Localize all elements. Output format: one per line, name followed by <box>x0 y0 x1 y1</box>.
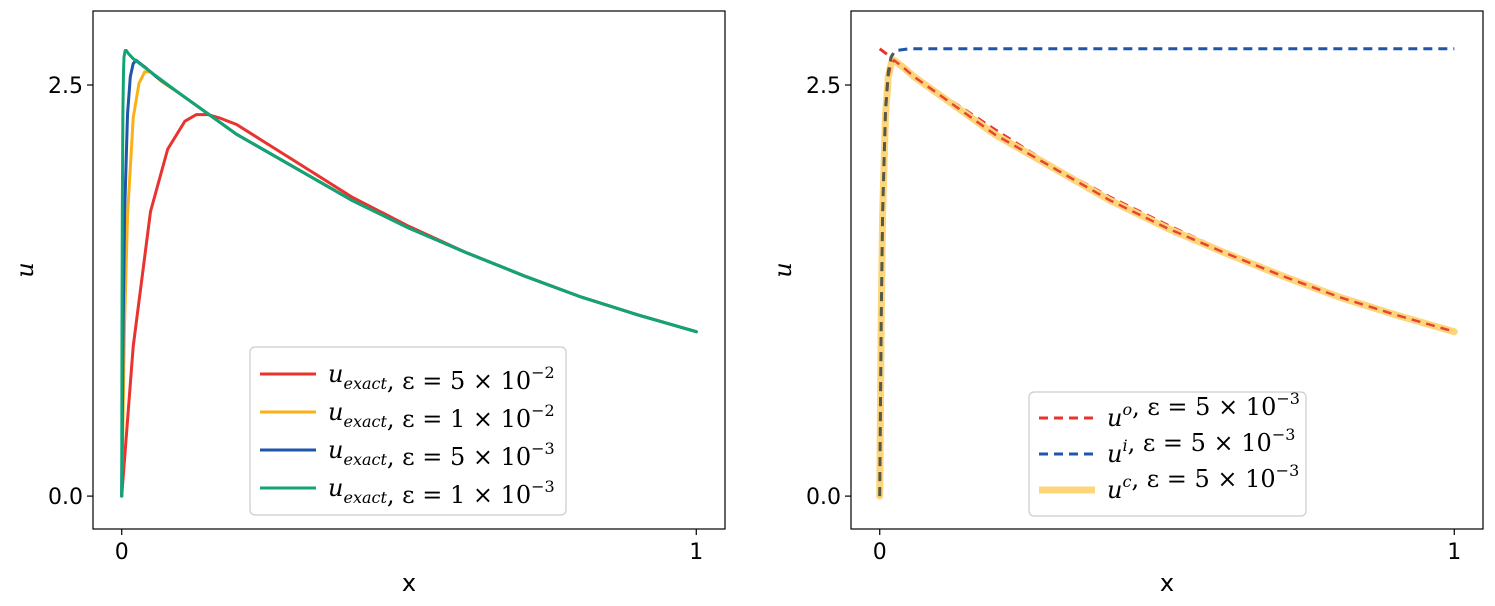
axes-frame <box>92 10 726 530</box>
x-axis-label: x <box>402 569 416 597</box>
right-plot: 0 1 0.0 2.5 x u uo, ε = 5 × 10−3ui, ε = 5 × 10… <box>769 10 1484 597</box>
legend-label-3: uc, ε = 5 × 10−3 <box>1107 461 1299 504</box>
x-tick-label: 1 <box>1447 540 1461 565</box>
legend-label-3: uexact, ε = 5 × 10−3 <box>328 436 555 471</box>
y-tick-label: 0.0 <box>48 485 83 510</box>
legend-label-4: uexact, ε = 1 × 10−3 <box>328 474 555 509</box>
axes-frame <box>850 10 1484 530</box>
legend-label-1: uo, ε = 5 × 10−3 <box>1107 389 1300 432</box>
x-tick-label: 1 <box>689 540 703 565</box>
legend-label-2: uexact, ε = 1 × 10−2 <box>328 398 555 433</box>
inner-overlay-line <box>878 49 898 497</box>
series-line-1 <box>878 47 1455 334</box>
y-axis-label: u <box>11 262 39 277</box>
x-tick-label: 0 <box>115 540 129 565</box>
legend-box <box>1028 391 1307 517</box>
y-tick-label: 2.5 <box>48 74 83 99</box>
y-tick-label: 2.5 <box>806 74 841 99</box>
legend-label-2: ui, ε = 5 × 10−3 <box>1107 425 1295 468</box>
y-tick-label: 0.0 <box>806 485 841 510</box>
legend-label-1: uexact, ε = 5 × 10−2 <box>328 360 555 395</box>
x-tick-label: 0 <box>873 540 887 565</box>
y-axis-label: u <box>769 262 797 277</box>
legend: uo, ε = 5 × 10−3ui, ε = 5 × 10−3uc, ε = … <box>1028 389 1307 517</box>
series-line-4 <box>120 49 698 498</box>
legend-box <box>249 346 567 516</box>
x-axis-label: x <box>1160 569 1174 597</box>
